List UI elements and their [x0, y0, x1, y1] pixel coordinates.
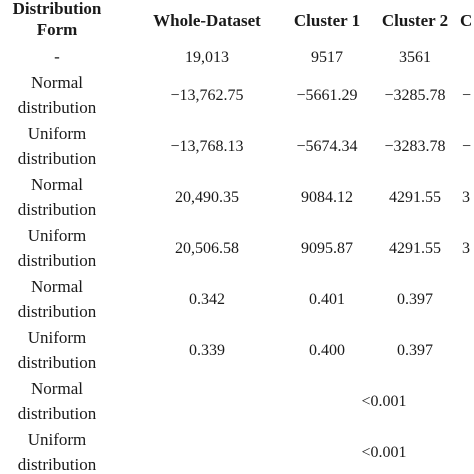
- cell-whole: 20,490.35: [175, 189, 239, 206]
- header-form-line2: Form: [36, 20, 78, 39]
- cell-whole: −13,768.13: [170, 138, 244, 155]
- row-form-line1: Uniform: [27, 328, 87, 347]
- header-whole-dataset: Whole-Dataset: [153, 11, 261, 30]
- cell-cluster-1: 9517: [311, 49, 343, 66]
- table-row: - 19,013 9517 3561: [0, 46, 474, 96]
- row-form-line1: Uniform: [27, 430, 87, 449]
- row-form-line2: distribution: [17, 455, 97, 474]
- table-row: Normal distribution <0.001: [0, 376, 474, 426]
- row-form-label: Uniform distribution: [0, 121, 114, 171]
- row-form-line1: Uniform: [27, 226, 87, 245]
- row-form-line1: Normal: [31, 277, 83, 296]
- row-form-label: Uniform distribution: [0, 427, 114, 474]
- table-row: Uniform distribution 0.339 0.400 0.397: [0, 325, 474, 375]
- cell-merged-p-value: <0.001: [361, 393, 407, 410]
- cell-cluster-1: 9084.12: [301, 189, 353, 206]
- cell-cluster-1: −5674.34: [296, 138, 358, 155]
- row-form-line2: distribution: [17, 353, 97, 372]
- row-form-line2: distribution: [17, 251, 97, 270]
- cell-merged-p-value: <0.001: [361, 444, 407, 461]
- row-form-label: Normal distribution: [0, 274, 114, 324]
- cell-whole: 0.342: [189, 291, 225, 308]
- table-row: Uniform distribution <0.001: [0, 427, 474, 474]
- cell-cluster-3: −: [462, 87, 472, 104]
- cell-whole: 19,013: [185, 49, 229, 66]
- row-form-line2: distribution: [17, 404, 97, 423]
- row-form-line2: distribution: [17, 302, 97, 321]
- table-row: Normal distribution −13,762.75 −5661.29 …: [0, 70, 474, 120]
- row-form-label: Uniform distribution: [0, 325, 114, 375]
- cell-cluster-2: 4291.55: [389, 240, 441, 257]
- row-form-line1: Normal: [31, 175, 83, 194]
- cell-cluster-2: −3283.78: [384, 138, 446, 155]
- row-form-line1: Uniform: [27, 124, 87, 143]
- header-cluster-1: Cluster 1: [293, 11, 361, 30]
- cell-cluster-2: −3285.78: [384, 87, 446, 104]
- cell-cluster-2: 0.397: [397, 291, 433, 308]
- cell-whole: −13,762.75: [170, 87, 244, 104]
- cell-whole: 20,506.58: [175, 240, 239, 257]
- cell-whole: 0.339: [189, 342, 225, 359]
- row-form-line1: Normal: [31, 379, 83, 398]
- cell-cluster-2: 4291.55: [389, 189, 441, 206]
- table-row: Normal distribution 20,490.35 9084.12 42…: [0, 172, 474, 222]
- cell-cluster-3: 3: [462, 240, 470, 257]
- row-form-label: -: [0, 46, 114, 96]
- header-cluster-3-partial: C: [460, 11, 473, 30]
- row-form-line2: distribution: [17, 200, 97, 219]
- row-form-line1: -: [54, 47, 60, 66]
- row-form-label: Normal distribution: [0, 376, 114, 426]
- table-row: Uniform distribution −13,768.13 −5674.34…: [0, 121, 474, 171]
- cell-cluster-1: −5661.29: [296, 87, 358, 104]
- header-distribution-form: Distribution Form: [0, 0, 114, 44]
- cell-cluster-3: −: [462, 138, 472, 155]
- row-form-line2: distribution: [17, 98, 97, 117]
- table-row: Normal distribution 0.342 0.401 0.397: [0, 274, 474, 324]
- table-row: Uniform distribution 20,506.58 9095.87 4…: [0, 223, 474, 273]
- cell-cluster-2: 0.397: [397, 342, 433, 359]
- row-form-line1: Normal: [31, 73, 83, 92]
- row-form-line2: distribution: [17, 149, 97, 168]
- cell-cluster-1: 0.401: [309, 291, 345, 308]
- cell-cluster-2: 3561: [399, 49, 431, 66]
- row-form-label: Uniform distribution: [0, 223, 114, 273]
- cell-cluster-1: 0.400: [309, 342, 345, 359]
- row-form-label: Normal distribution: [0, 70, 114, 120]
- cell-cluster-3: 3: [462, 189, 470, 206]
- header-form-line1: Distribution: [12, 0, 102, 18]
- cell-cluster-1: 9095.87: [301, 240, 353, 257]
- row-form-label: Normal distribution: [0, 172, 114, 222]
- header-cluster-2: Cluster 2: [381, 11, 449, 30]
